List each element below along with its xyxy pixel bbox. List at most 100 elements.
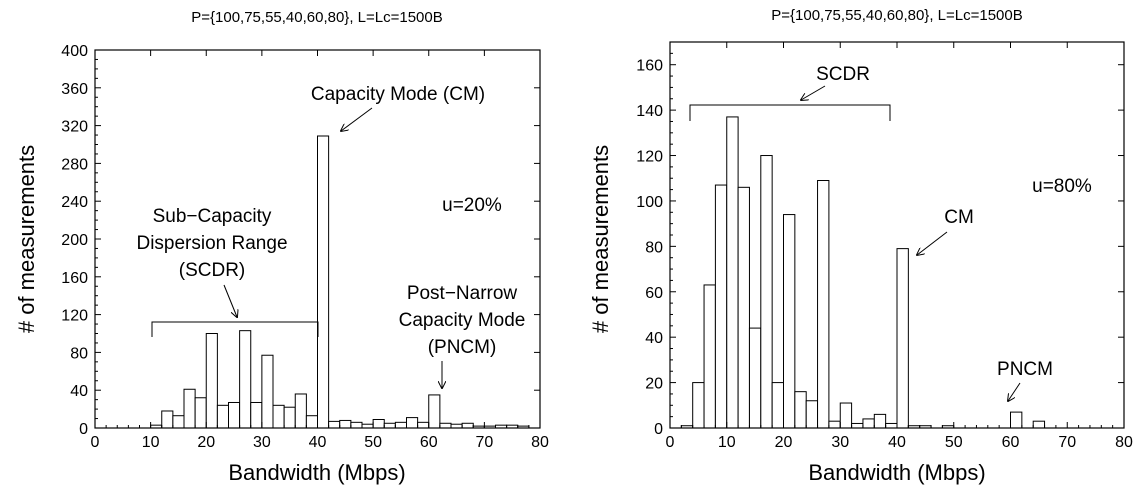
left-bars xyxy=(150,135,530,429)
right-histogram-bar xyxy=(805,400,819,429)
left-x-tick-label: 60 xyxy=(420,434,438,451)
right-histogram-bar xyxy=(828,420,841,429)
left-y-tick-label: 400 xyxy=(61,43,88,60)
left-x-tick-label: 10 xyxy=(142,434,160,451)
left-scdr-arrow xyxy=(223,284,237,317)
left-cm-label: Capacity Mode (CM) xyxy=(311,84,485,105)
left-y-tick-label: 0 xyxy=(79,421,88,438)
left-histogram-bar xyxy=(406,417,419,429)
right-ticks: 0 10 20 30 40 50 60 70 80 0 20 40 60 80 100 120 140 160 xyxy=(636,41,1133,451)
right-histogram-bar xyxy=(817,180,830,429)
left-chart-title: P={100,75,55,40,60,80}, L=Lc=1500B xyxy=(191,9,442,26)
left-x-tick-label: 0 xyxy=(91,434,100,451)
right-u-label: u=80% xyxy=(1032,176,1092,197)
right-y-tick-label: 20 xyxy=(645,376,663,393)
right-histogram-bar xyxy=(692,382,705,429)
right-y-tick-label: 60 xyxy=(645,285,663,302)
left-histogram-bar xyxy=(328,420,341,429)
right-cm-label: CM xyxy=(944,207,974,228)
right-scdr-label: SCDR xyxy=(816,64,870,85)
left-histogram-bar xyxy=(461,422,474,429)
left-histogram-bar xyxy=(439,422,452,429)
right-y-tick-label: 140 xyxy=(636,103,663,120)
right-histogram-bar xyxy=(760,155,773,429)
right-y-tick-label: 160 xyxy=(636,58,663,75)
left-y-tick-label: 80 xyxy=(70,345,88,362)
left-histogram-bar xyxy=(239,330,252,429)
left-histogram-bar xyxy=(294,393,307,429)
left-y-tick-label: 160 xyxy=(61,270,88,287)
right-y-tick-label: 40 xyxy=(645,330,663,347)
right-histogram-bar xyxy=(714,184,728,429)
left-histogram-bar xyxy=(250,401,263,429)
right-x-tick-label: 70 xyxy=(1058,434,1076,451)
right-scdr-bracket xyxy=(689,104,891,121)
left-scdr-line-3: (SCDR) xyxy=(179,260,246,281)
left-y-tick-label: 200 xyxy=(61,232,88,249)
left-histogram-bar xyxy=(317,135,330,429)
left-histogram-bar xyxy=(428,394,441,429)
right-histogram-bar xyxy=(726,116,739,429)
right-scdr-arrow xyxy=(801,85,826,100)
left-histogram-bar xyxy=(372,418,385,429)
left-chart: P={100,75,55,40,60,80}, L=Lc=1500B 0 10 20… xyxy=(14,9,549,485)
right-histogram-bar xyxy=(737,186,750,429)
left-pncm-line-3: (PNCM) xyxy=(428,337,497,358)
left-x-tick-label: 30 xyxy=(253,434,271,451)
left-histogram-bar xyxy=(205,333,218,429)
left-histogram-bar xyxy=(261,354,274,429)
right-x-tick-label: 40 xyxy=(888,434,906,451)
left-histogram-bar xyxy=(417,421,430,429)
left-y-tick-label: 320 xyxy=(61,119,88,136)
right-y-tick-label: 0 xyxy=(654,421,663,438)
left-x-tick-label: 50 xyxy=(364,434,382,451)
left-y-tick-label: 120 xyxy=(61,308,88,325)
left-y-tick-label: 360 xyxy=(61,81,88,98)
left-u-label: u=20% xyxy=(442,195,502,216)
left-histogram-bar xyxy=(350,421,363,429)
left-pncm-line-2: Capacity Mode xyxy=(399,310,526,331)
left-histogram-bar xyxy=(272,404,285,429)
left-scdr-bracket xyxy=(151,321,319,337)
right-histogram-bar xyxy=(839,402,853,429)
right-x-tick-label: 0 xyxy=(666,434,675,451)
right-histogram-bar xyxy=(783,214,796,429)
left-histogram-bar xyxy=(194,397,207,429)
right-chart: P={100,75,55,40,60,80}, L=Lc=1500B 0 10 20… xyxy=(588,7,1133,485)
right-histogram-bar xyxy=(703,284,716,429)
right-histogram-bar xyxy=(771,382,785,429)
left-x-tick-label: 80 xyxy=(531,434,549,451)
left-y-tick-label: 240 xyxy=(61,194,88,211)
left-histogram-bar xyxy=(283,406,296,429)
right-x-tick-label: 20 xyxy=(775,434,793,451)
right-pncm-arrow xyxy=(1008,382,1021,401)
right-bars xyxy=(680,116,1046,429)
right-histogram-bar xyxy=(885,422,898,429)
left-histogram-bar xyxy=(339,419,352,429)
right-histogram-bar xyxy=(851,422,864,429)
left-x-tick-label: 40 xyxy=(309,434,327,451)
right-y-tick-label: 120 xyxy=(636,149,663,166)
right-x-tick-label: 60 xyxy=(1002,434,1020,451)
right-histogram-bar xyxy=(794,391,807,429)
right-histogram-bar xyxy=(1032,420,1046,429)
right-x-tick-label: 50 xyxy=(945,434,963,451)
right-x-tick-label: 80 xyxy=(1115,434,1133,451)
left-y-tick-label: 280 xyxy=(61,156,88,173)
right-histogram-bar xyxy=(1010,411,1023,429)
left-y-axis-label: # of measurements xyxy=(14,145,39,333)
right-chart-title: P={100,75,55,40,60,80}, L=Lc=1500B xyxy=(771,7,1022,24)
left-ticks: 0 10 20 30 40 50 60 70 80 0 40 80 120 160 200 240 280 320… xyxy=(61,43,549,451)
left-y-tick-label: 40 xyxy=(70,383,88,400)
right-histogram-bar xyxy=(748,327,762,429)
left-cm-arrow xyxy=(341,107,373,131)
left-histogram-bar xyxy=(383,422,396,429)
left-scdr-line-1: Sub−Capacity xyxy=(153,206,272,227)
left-histogram-bar xyxy=(228,401,241,429)
right-histogram-bar xyxy=(862,418,875,429)
right-x-tick-label: 30 xyxy=(831,434,849,451)
left-x-tick-label: 20 xyxy=(197,434,215,451)
left-histogram-bar xyxy=(305,415,318,429)
right-y-tick-label: 80 xyxy=(645,239,663,256)
